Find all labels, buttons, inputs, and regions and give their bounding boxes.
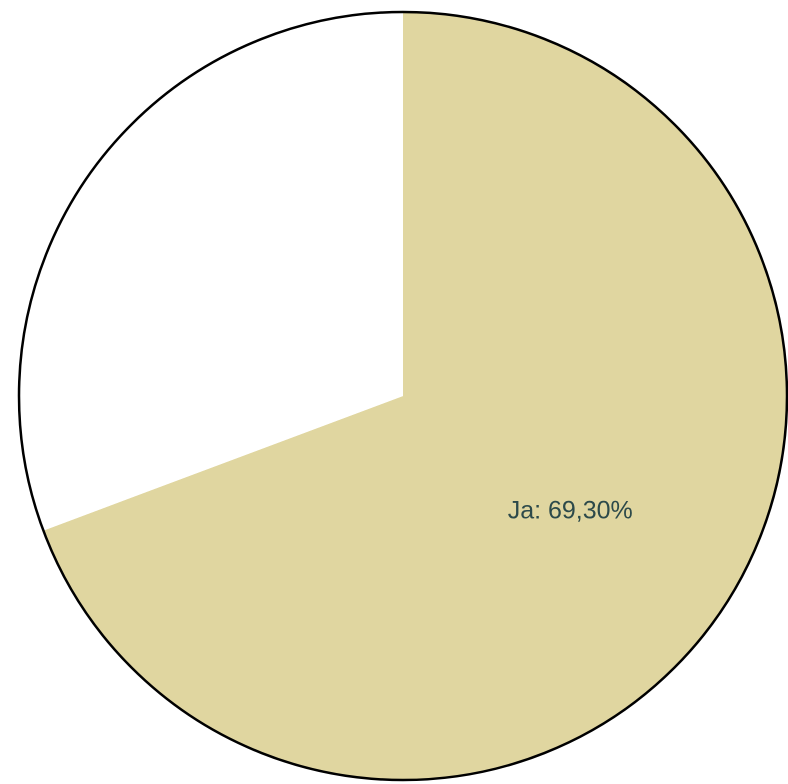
pie	[19, 12, 787, 780]
pie-outline	[17, 10, 788, 782]
slice-label: Ja: 69,30%	[508, 497, 633, 525]
pie-slice	[19, 12, 404, 531]
pie-slice	[43, 12, 787, 780]
